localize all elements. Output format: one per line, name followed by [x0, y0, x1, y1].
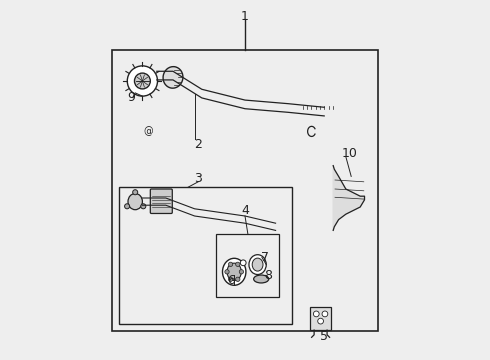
Bar: [119, 187, 292, 324]
Text: 6: 6: [227, 274, 235, 287]
Circle shape: [239, 270, 244, 274]
Ellipse shape: [163, 67, 183, 88]
Bar: [112, 50, 378, 331]
Text: 8: 8: [265, 269, 272, 282]
Text: 5: 5: [320, 330, 328, 343]
Circle shape: [225, 270, 229, 274]
Text: 1: 1: [241, 10, 249, 23]
Text: 4: 4: [241, 204, 249, 217]
Polygon shape: [333, 166, 365, 230]
Text: 3: 3: [194, 172, 202, 185]
Ellipse shape: [249, 255, 266, 274]
Text: 10: 10: [342, 147, 357, 159]
Text: @: @: [143, 126, 152, 136]
Ellipse shape: [133, 190, 138, 195]
Circle shape: [322, 311, 328, 317]
Bar: [310, 307, 331, 330]
Text: 2: 2: [194, 138, 202, 150]
Circle shape: [314, 311, 319, 317]
Ellipse shape: [128, 194, 143, 210]
Ellipse shape: [227, 263, 242, 280]
Circle shape: [236, 277, 240, 282]
FancyBboxPatch shape: [150, 189, 172, 213]
Circle shape: [236, 262, 240, 266]
Ellipse shape: [254, 275, 269, 283]
Text: 9: 9: [128, 91, 136, 104]
Circle shape: [127, 66, 157, 96]
Ellipse shape: [124, 204, 130, 209]
Ellipse shape: [252, 258, 263, 271]
Ellipse shape: [222, 258, 246, 285]
Circle shape: [240, 260, 246, 266]
Circle shape: [228, 262, 233, 266]
Circle shape: [228, 277, 233, 282]
Circle shape: [134, 73, 150, 89]
Ellipse shape: [141, 204, 146, 209]
Circle shape: [318, 318, 323, 324]
Bar: [216, 234, 279, 297]
Text: 7: 7: [261, 251, 269, 264]
